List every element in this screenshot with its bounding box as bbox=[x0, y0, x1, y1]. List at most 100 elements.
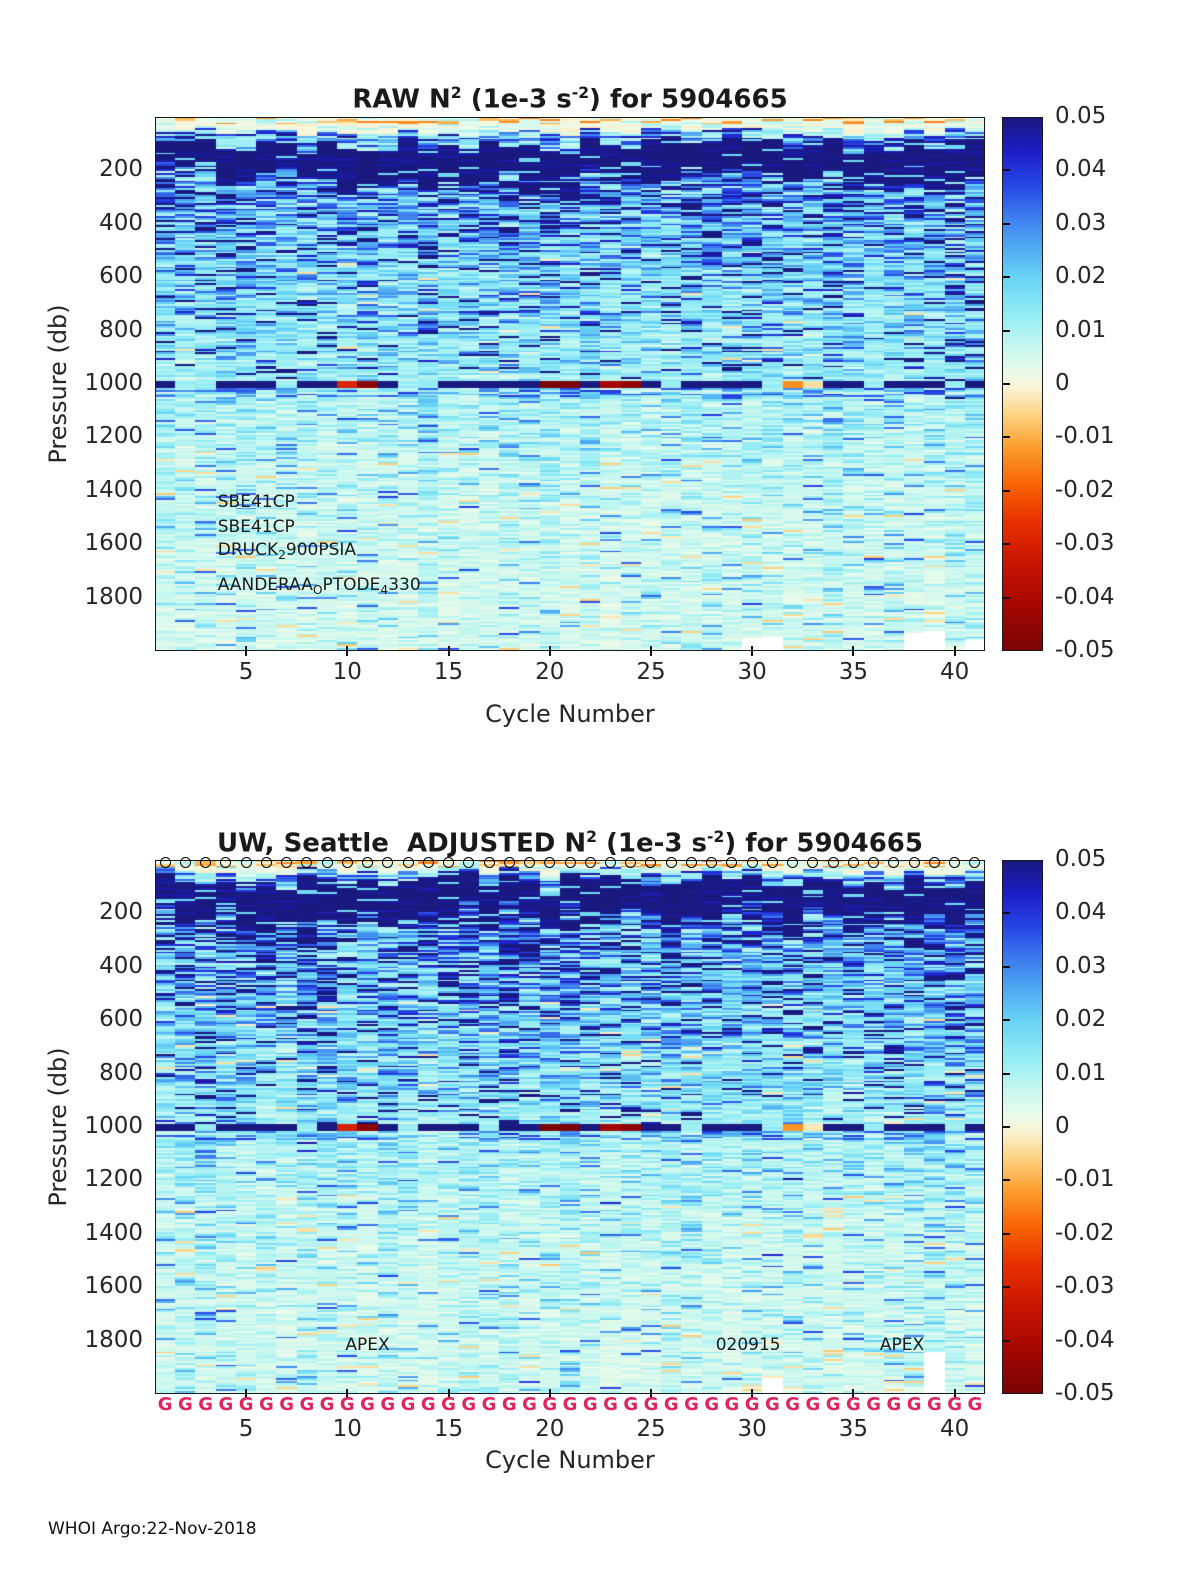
cycle-position-marker bbox=[483, 857, 495, 868]
qc-flag-marker: G bbox=[967, 1394, 983, 1415]
y-tick-label: 1200 bbox=[84, 423, 143, 450]
plot-border bbox=[155, 860, 985, 1394]
qc-flag-marker: G bbox=[623, 1394, 639, 1415]
chart-annotation: DRUCK2900PSIA bbox=[217, 539, 357, 562]
y-tick-label: 600 bbox=[99, 263, 143, 290]
y-tick-label: 1600 bbox=[84, 530, 143, 557]
colorbar-tick-label: 0.05 bbox=[1055, 846, 1107, 872]
cycle-position-marker bbox=[179, 857, 191, 868]
qc-flag-marker: G bbox=[947, 1394, 963, 1415]
cycle-position-marker bbox=[159, 857, 171, 868]
qc-flag-marker: G bbox=[825, 1394, 841, 1415]
colorbar-tick-mark bbox=[1003, 1072, 1010, 1075]
cycle-position-marker bbox=[281, 857, 293, 868]
cycle-position-marker bbox=[908, 857, 920, 868]
x-tick-label: 15 bbox=[433, 659, 464, 685]
colorbar-tick-mark bbox=[1003, 276, 1010, 279]
qc-flag-marker: G bbox=[380, 1394, 396, 1415]
cycle-position-marker bbox=[362, 857, 374, 868]
cycle-position-marker bbox=[928, 857, 940, 868]
x-axis-label: Cycle Number bbox=[485, 700, 655, 728]
qc-flag-marker: G bbox=[582, 1394, 598, 1415]
cycle-position-marker bbox=[260, 857, 272, 868]
qc-flag-marker: G bbox=[765, 1394, 780, 1415]
chart-title-adjusted: UW, Seattle ADJUSTED N2 (1e-3 s-2) for 5… bbox=[216, 828, 923, 859]
qc-flag-marker: G bbox=[198, 1394, 213, 1415]
x-tick-label: 5 bbox=[238, 1416, 254, 1442]
colorbar-tick-label: -0.03 bbox=[1055, 530, 1115, 557]
chart-annotation: SBE41CP bbox=[217, 491, 295, 512]
qc-flag-marker: G bbox=[663, 1394, 679, 1415]
y-tick-label: 800 bbox=[99, 1059, 143, 1086]
x-tick-mark bbox=[548, 1389, 551, 1399]
y-tick-label: 400 bbox=[99, 209, 143, 236]
cycle-position-marker bbox=[503, 857, 515, 868]
y-tick-label: 1000 bbox=[84, 370, 143, 396]
cycle-position-marker bbox=[625, 857, 637, 868]
x-tick-label: 10 bbox=[332, 659, 362, 685]
colorbar-tick-label: 0.04 bbox=[1055, 899, 1107, 926]
cycle-position-marker bbox=[847, 857, 859, 868]
cycle-position-marker bbox=[200, 857, 212, 868]
y-tick-label: 1000 bbox=[84, 1113, 143, 1139]
qc-flag-marker: G bbox=[704, 1394, 720, 1415]
y-tick-label: 1200 bbox=[84, 1166, 143, 1193]
cycle-position-marker bbox=[240, 857, 252, 868]
colorbar-tick-mark bbox=[1003, 596, 1010, 599]
x-tick-mark bbox=[649, 646, 652, 656]
cycle-position-marker bbox=[888, 857, 900, 868]
y-tick-label: 800 bbox=[99, 316, 143, 343]
qc-flag-marker: G bbox=[238, 1394, 254, 1415]
colorbar-tick-mark bbox=[1003, 543, 1010, 546]
chart-annotation: AANDERAAOPTODE4330 bbox=[217, 574, 421, 597]
qc-flag-marker: G bbox=[603, 1394, 618, 1415]
cycle-position-marker bbox=[564, 857, 576, 868]
x-tick-mark bbox=[953, 646, 956, 656]
colorbar-tick-mark bbox=[1003, 383, 1010, 385]
qc-flag-marker: G bbox=[886, 1394, 902, 1415]
cycle-position-marker bbox=[827, 857, 839, 868]
cycle-position-marker bbox=[604, 857, 616, 868]
chart-title-raw: RAW N2 (1e-3 s-2) for 5904665 bbox=[352, 84, 788, 115]
colorbar-tick-label: -0.05 bbox=[1055, 637, 1115, 663]
qc-flag-marker: G bbox=[562, 1394, 578, 1415]
colorbar-tick-mark bbox=[1003, 222, 1010, 225]
x-axis-label: Cycle Number bbox=[485, 1446, 655, 1474]
colorbar-tick-label: -0.03 bbox=[1055, 1273, 1115, 1300]
colorbar-tick-mark bbox=[1003, 912, 1010, 915]
cycle-position-marker bbox=[706, 857, 718, 868]
x-tick-label: 40 bbox=[939, 1416, 970, 1442]
cycle-position-marker bbox=[665, 857, 677, 868]
provenance-footer: WHOI Argo:22-Nov-2018 bbox=[48, 1519, 257, 1539]
x-tick-label: 35 bbox=[838, 1416, 869, 1442]
cycle-position-marker bbox=[220, 857, 232, 868]
x-tick-label: 20 bbox=[535, 1416, 565, 1442]
y-tick-label: 200 bbox=[99, 156, 143, 183]
x-tick-label: 10 bbox=[332, 1416, 362, 1442]
qc-flag-marker: G bbox=[744, 1394, 760, 1415]
x-tick-mark bbox=[245, 1389, 248, 1399]
colorbar-tick-mark bbox=[1003, 1019, 1010, 1022]
x-tick-mark bbox=[751, 646, 754, 656]
qc-flag-marker: G bbox=[906, 1394, 922, 1415]
qc-flag-marker: G bbox=[339, 1394, 355, 1415]
y-tick-label: 600 bbox=[99, 1006, 143, 1033]
y-tick-label: 1400 bbox=[84, 476, 143, 503]
cycle-position-marker bbox=[949, 857, 961, 868]
cycle-position-marker bbox=[544, 857, 556, 868]
cycle-position-marker bbox=[524, 857, 535, 868]
qc-flag-marker: G bbox=[805, 1394, 821, 1415]
x-tick-mark bbox=[447, 1389, 450, 1399]
colorbar-tick-label: 0.02 bbox=[1055, 1006, 1107, 1033]
qc-flag-marker: G bbox=[501, 1394, 517, 1415]
x-tick-label: 25 bbox=[636, 659, 666, 685]
x-tick-label: 30 bbox=[737, 659, 767, 685]
qc-flag-marker: G bbox=[866, 1394, 882, 1415]
cycle-position-marker bbox=[341, 857, 353, 868]
adjusted-n2-heatmap bbox=[155, 860, 985, 1394]
colorbar-tick-label: 0.01 bbox=[1055, 1059, 1107, 1086]
cycle-position-marker bbox=[422, 857, 434, 868]
x-tick-mark bbox=[548, 646, 551, 656]
